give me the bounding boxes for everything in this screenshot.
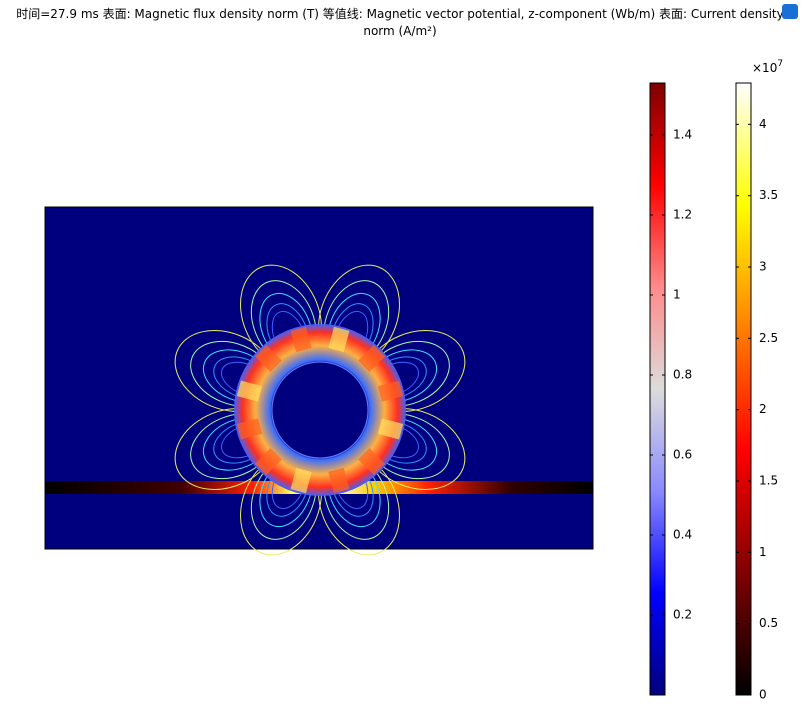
stator-tooth [377,380,404,402]
stator-tooth [377,418,404,440]
stator-tooth [358,448,386,476]
bore [271,361,369,459]
tick-label: 0 [759,688,767,702]
stator-tooth [254,344,282,372]
tick-label: 4 [759,117,767,131]
stator-tooth [328,467,350,494]
tick-label: 1 [759,545,767,559]
tick-label: 1.2 [673,208,692,222]
field-plot [44,206,594,556]
tick-label: 1.5 [759,474,778,488]
colorbar [649,82,666,696]
tick-label: 0.6 [673,448,692,462]
tick-label: 0.4 [673,528,692,542]
app-icon[interactable] [782,4,798,19]
tick-label: 3.5 [759,188,778,202]
multiplier-exponent: 7 [777,59,783,69]
stator-tooth [236,380,263,402]
tick-label: 2.5 [759,331,778,345]
stator-tooth [290,467,312,494]
tick-label: 0.8 [673,368,692,382]
stator-tooth [290,326,312,353]
stator-tooth [328,326,350,353]
tick-label: 0.5 [759,616,778,630]
colorbar [735,82,752,696]
tick-label: 3 [759,260,767,274]
chart-title: 时间=27.9 ms 表面: Magnetic flux density nor… [16,7,784,38]
stator-tooth [358,344,386,372]
tick-label: 1 [673,288,681,302]
tick-label: 1.4 [673,128,692,142]
stator-tooth [236,418,263,440]
tick-label: 0.2 [673,608,692,622]
stator-tooth [254,448,282,476]
multiplier-base: ×10 [752,61,777,75]
multiplier: ×107 [752,59,783,75]
tick-label: 2 [759,402,767,416]
